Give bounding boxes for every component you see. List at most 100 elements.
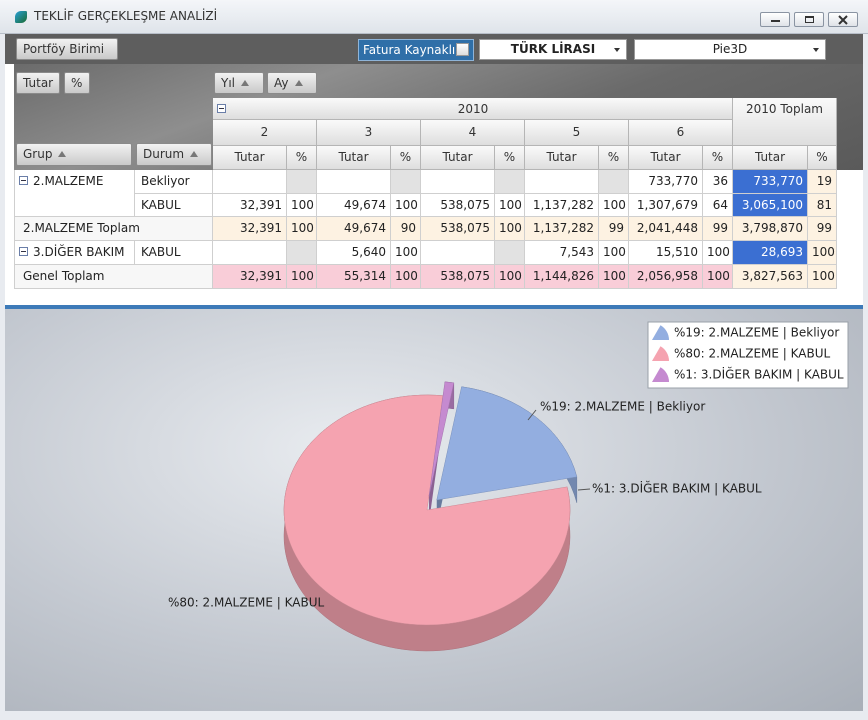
month-header: 5 bbox=[525, 120, 629, 146]
checkbox-label[interactable]: Fatura Kaynaklı bbox=[358, 39, 474, 61]
group-label[interactable]: 3.DİĞER BAKIM bbox=[14, 241, 135, 265]
value-cell: 100 bbox=[703, 241, 733, 265]
value-cell: 100 bbox=[391, 194, 421, 217]
value-cell: 3,827,563 bbox=[733, 265, 808, 289]
value-cell-text: 7,543 bbox=[559, 245, 594, 259]
close-button[interactable] bbox=[828, 12, 858, 27]
legend-label: %80: 2.MALZEME | KABUL bbox=[674, 347, 831, 361]
value-cell: 2,056,958 bbox=[629, 265, 703, 289]
value-cell-text: 36 bbox=[712, 174, 728, 188]
window-title: TEKLİF GERÇEKLEŞME ANALİZİ bbox=[34, 9, 218, 23]
value-cell: 3,798,870 bbox=[733, 217, 808, 241]
month-header: 2 bbox=[213, 120, 317, 146]
legend-label: %19: 2.MALZEME | Bekliyor bbox=[674, 326, 839, 340]
measure-header-text: Tutar bbox=[338, 150, 369, 164]
group-label-text: 3.DİĞER BAKIM bbox=[33, 245, 125, 259]
chart-type-dropdown[interactable]: Pie3D bbox=[634, 39, 826, 60]
sort-arrow bbox=[294, 80, 303, 86]
value-cell: 99 bbox=[703, 217, 733, 241]
value-cell-text: 3,065,100 bbox=[741, 198, 803, 212]
value-cell: 49,674 bbox=[317, 194, 391, 217]
column-field-button[interactable]: Ay bbox=[267, 72, 317, 94]
measure-header: % bbox=[495, 146, 525, 170]
measure-header: Tutar bbox=[525, 146, 599, 170]
value-cell-text: 19 bbox=[816, 174, 832, 188]
row-field-button[interactable]: Grup bbox=[16, 143, 132, 166]
data-field-button[interactable]: % bbox=[64, 72, 90, 94]
status-label: Bekliyor bbox=[135, 170, 213, 194]
value-cell: 100 bbox=[287, 265, 317, 289]
value-cell-text: 55,314 bbox=[344, 269, 386, 283]
checkbox[interactable] bbox=[456, 43, 469, 56]
value-cell: 538,075 bbox=[421, 194, 495, 217]
column-field-button[interactable]: Yıl bbox=[214, 72, 264, 94]
field-button[interactable]: Portföy Birimi bbox=[16, 38, 118, 60]
grand-total-label-text: Genel Toplam bbox=[23, 269, 105, 283]
pie-slice bbox=[428, 381, 455, 497]
measure-header-text: % bbox=[503, 150, 516, 164]
value-cell: 32,391 bbox=[213, 265, 287, 289]
legend-box bbox=[647, 321, 849, 389]
value-cell-text: 2,056,958 bbox=[636, 269, 698, 283]
group-label-text: 2.MALZEME bbox=[33, 174, 104, 188]
value-cell-text: 1,137,282 bbox=[532, 198, 594, 212]
value-cell-text: 15,510 bbox=[656, 245, 698, 259]
value-cell bbox=[421, 241, 495, 265]
collapse-icon[interactable] bbox=[217, 104, 226, 113]
measure-header: Tutar bbox=[421, 146, 495, 170]
leader-line bbox=[577, 488, 591, 491]
value-cell: 100 bbox=[495, 265, 525, 289]
measure-header-text: % bbox=[399, 150, 412, 164]
value-cell-text: 733,770 bbox=[648, 174, 698, 188]
value-cell-text: 538,075 bbox=[440, 198, 490, 212]
collapse-icon[interactable] bbox=[19, 247, 28, 256]
minimize-button[interactable] bbox=[760, 12, 790, 27]
value-cell-text: 64 bbox=[712, 198, 728, 212]
subtotal-label: 2.MALZEME Toplam bbox=[14, 217, 213, 241]
legend-swatch bbox=[652, 367, 669, 382]
leader-line bbox=[527, 409, 537, 421]
currency-dropdown[interactable]: TÜRK LİRASI bbox=[479, 39, 627, 60]
year-label-text: 2010 bbox=[457, 102, 489, 116]
value-cell: 538,075 bbox=[421, 217, 495, 241]
value-cell: 32,391 bbox=[213, 194, 287, 217]
value-cell bbox=[317, 170, 391, 194]
group-label[interactable]: 2.MALZEME bbox=[14, 170, 135, 217]
measure-header: % bbox=[599, 146, 629, 170]
data-field-button-text: Tutar bbox=[23, 76, 54, 90]
measure-header-text: Tutar bbox=[546, 150, 577, 164]
value-cell bbox=[495, 241, 525, 265]
measure-header: Tutar bbox=[733, 146, 808, 170]
value-cell-text: 100 bbox=[291, 198, 314, 212]
sort-arrow bbox=[241, 80, 249, 86]
row-field-button[interactable]: Durum bbox=[136, 143, 212, 166]
value-cell: 538,075 bbox=[421, 265, 495, 289]
splitter[interactable] bbox=[5, 305, 863, 309]
value-cell: 100 bbox=[808, 241, 837, 265]
value-cell: 64 bbox=[703, 194, 733, 217]
maximize-button[interactable] bbox=[794, 12, 824, 27]
value-cell: 100 bbox=[495, 194, 525, 217]
measure-header: % bbox=[287, 146, 317, 170]
value-cell-text: 99 bbox=[816, 221, 832, 235]
collapse-icon[interactable] bbox=[19, 176, 28, 185]
value-cell-text: 100 bbox=[395, 269, 418, 283]
value-cell: 55,314 bbox=[317, 265, 391, 289]
measure-header-text: % bbox=[816, 150, 828, 164]
year-header[interactable] bbox=[213, 98, 733, 120]
month-header: 4 bbox=[421, 120, 525, 146]
value-cell: 99 bbox=[599, 217, 629, 241]
measure-header: Tutar bbox=[629, 146, 703, 170]
month-header-text: 5 bbox=[572, 125, 581, 139]
value-cell: 733,770 bbox=[629, 170, 703, 194]
value-cell-text: 1,307,679 bbox=[636, 198, 698, 212]
value-cell-text: 538,075 bbox=[440, 269, 490, 283]
value-cell-text: 2,041,448 bbox=[636, 221, 698, 235]
column-field-button-text: Yıl bbox=[221, 76, 235, 90]
data-field-button-text: % bbox=[71, 76, 83, 90]
month-header: 3 bbox=[317, 120, 421, 146]
data-field-button[interactable]: Tutar bbox=[16, 72, 60, 94]
value-cell: 1,144,826 bbox=[525, 265, 599, 289]
value-cell-text: 100 bbox=[395, 198, 418, 212]
